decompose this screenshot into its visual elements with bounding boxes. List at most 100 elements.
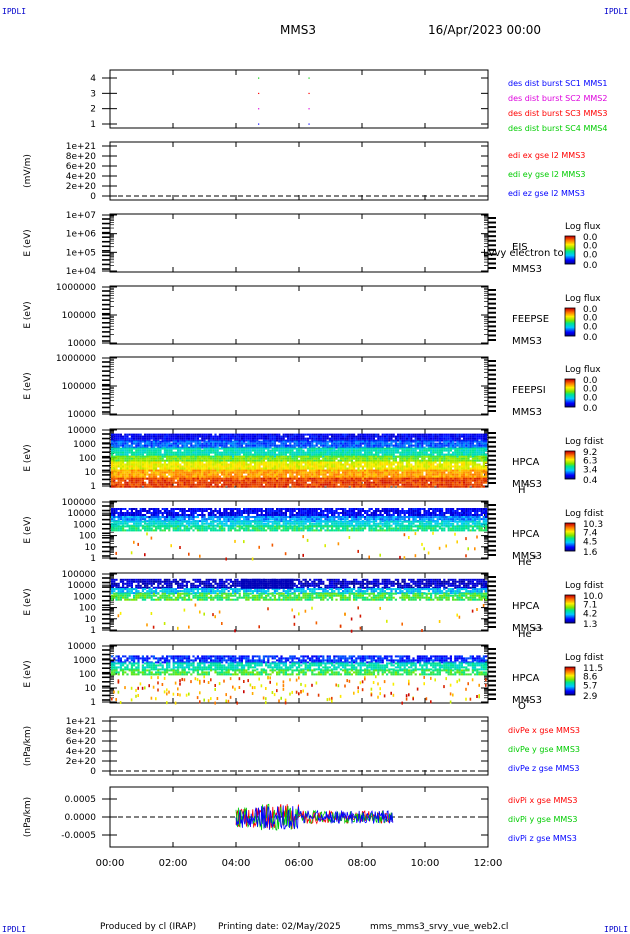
spectrogram-cell <box>113 479 116 482</box>
spectrogram-cell <box>179 437 182 440</box>
spectrogram-cell <box>221 463 224 466</box>
spectrogram-cell <box>328 433 331 436</box>
spectrogram-cell <box>386 475 389 478</box>
spectrogram-cell <box>207 469 210 472</box>
spectrogram-cell <box>366 453 369 456</box>
spectrogram-cell <box>368 447 371 450</box>
spectrogram-cell <box>278 457 281 460</box>
spectrogram-cell <box>306 483 309 486</box>
spectrogram-cell <box>276 475 279 478</box>
spectrogram-cell <box>146 483 149 486</box>
spectrogram-cell <box>324 449 327 452</box>
spectrogram-cell <box>212 471 215 474</box>
spectrogram-cell <box>438 440 441 443</box>
spectrogram-cell <box>410 483 413 486</box>
colorbar-cell <box>565 334 575 336</box>
spectrogram-cell <box>168 481 171 484</box>
spectrogram-cell <box>397 479 400 482</box>
spectrogram-cell <box>135 483 138 486</box>
spectrogram-cell <box>236 485 239 488</box>
spectrogram-cell <box>141 467 144 470</box>
spectrogram-cell <box>130 442 133 445</box>
spectrogram-cell <box>386 455 389 458</box>
spectrogram-cell <box>445 455 448 458</box>
spectrogram-cell <box>210 483 213 486</box>
spectrogram-cell <box>414 455 417 458</box>
spectrogram-cell <box>346 475 349 478</box>
spectrogram-cell <box>434 481 437 484</box>
spectrogram-cell <box>201 449 204 452</box>
spectrogram-cell <box>304 485 307 488</box>
spectrogram-cell <box>366 471 369 474</box>
spectrogram-cell <box>232 442 235 445</box>
spectrogram-cell <box>111 455 114 458</box>
colorbar-cell <box>565 321 575 323</box>
spectrogram-cell <box>331 485 334 488</box>
spectrogram-cell <box>403 444 406 447</box>
spectrogram-cell <box>249 447 252 450</box>
spectrogram-cell <box>333 481 336 484</box>
spectrogram-cell <box>214 453 217 456</box>
spectrogram-cell <box>155 455 158 458</box>
spectrogram-cell <box>337 455 340 458</box>
spectrogram-cell <box>218 485 221 488</box>
spectrogram-cell <box>370 463 373 466</box>
spectrogram-cell <box>157 442 160 445</box>
spectrogram-cell <box>284 453 287 456</box>
spectrogram-cell <box>236 465 239 468</box>
spectrogram-cell <box>300 449 303 452</box>
spectrogram-cell <box>117 463 120 466</box>
spectrogram-cell <box>130 451 133 454</box>
spectrogram-cell <box>447 433 450 436</box>
spectrogram-cell <box>243 465 246 468</box>
spectrogram-cell <box>192 453 195 456</box>
spectrogram-cell <box>221 485 224 488</box>
spectrogram-cell <box>465 477 468 480</box>
spectrogram-cell <box>218 440 221 443</box>
colorbar-cell <box>565 458 575 460</box>
spectrogram-cell <box>302 471 305 474</box>
spectrogram-cell <box>276 461 279 464</box>
spectrogram-cell <box>419 477 422 480</box>
spectrogram-cell <box>159 471 162 474</box>
spectrogram-cell <box>207 449 210 452</box>
spectrogram-cell <box>344 433 347 436</box>
spectrogram-cell <box>368 477 371 480</box>
burst-point <box>308 92 310 95</box>
spectrogram-cell <box>399 451 402 454</box>
spectrogram-cell <box>155 453 158 456</box>
spectrogram-cell <box>390 447 393 450</box>
spectrogram-cell <box>166 447 169 450</box>
spectrogram-cell <box>262 467 265 470</box>
spectrogram-cell <box>273 442 276 445</box>
spectrogram-cell <box>447 483 450 486</box>
spectrogram-cell <box>375 461 378 464</box>
spectrogram-cell <box>122 440 125 443</box>
spectrogram-cell <box>379 442 382 445</box>
spectrogram-cell <box>232 444 235 447</box>
spectrogram-cell <box>344 483 347 486</box>
spectrogram-cell <box>271 469 274 472</box>
spectrogram-cell <box>196 477 199 480</box>
spectrogram-cell <box>304 477 307 480</box>
spectrogram-cell <box>221 440 224 443</box>
spectrogram-cell <box>256 455 259 458</box>
spectrogram-cell <box>423 455 426 458</box>
spectrogram-cell <box>273 444 276 447</box>
spectrogram-cell <box>258 453 261 456</box>
spectrogram-cell <box>280 463 283 466</box>
spectrogram-cell <box>372 465 375 468</box>
spectrogram-cell <box>117 483 120 486</box>
spectrogram-cell <box>238 475 241 478</box>
spectrogram-cell <box>331 451 334 454</box>
spectrogram-cell <box>245 461 248 464</box>
spectrogram-cell <box>331 442 334 445</box>
spectrogram-cell <box>458 467 461 470</box>
spectrogram-cell <box>210 435 213 438</box>
spectrogram-cell <box>306 455 309 458</box>
spectrogram-cell <box>355 455 358 458</box>
spectrogram-cell <box>249 459 252 462</box>
spectrogram-cell <box>227 435 230 438</box>
spectrogram-cell <box>207 459 210 462</box>
spectrogram-cell <box>344 451 347 454</box>
